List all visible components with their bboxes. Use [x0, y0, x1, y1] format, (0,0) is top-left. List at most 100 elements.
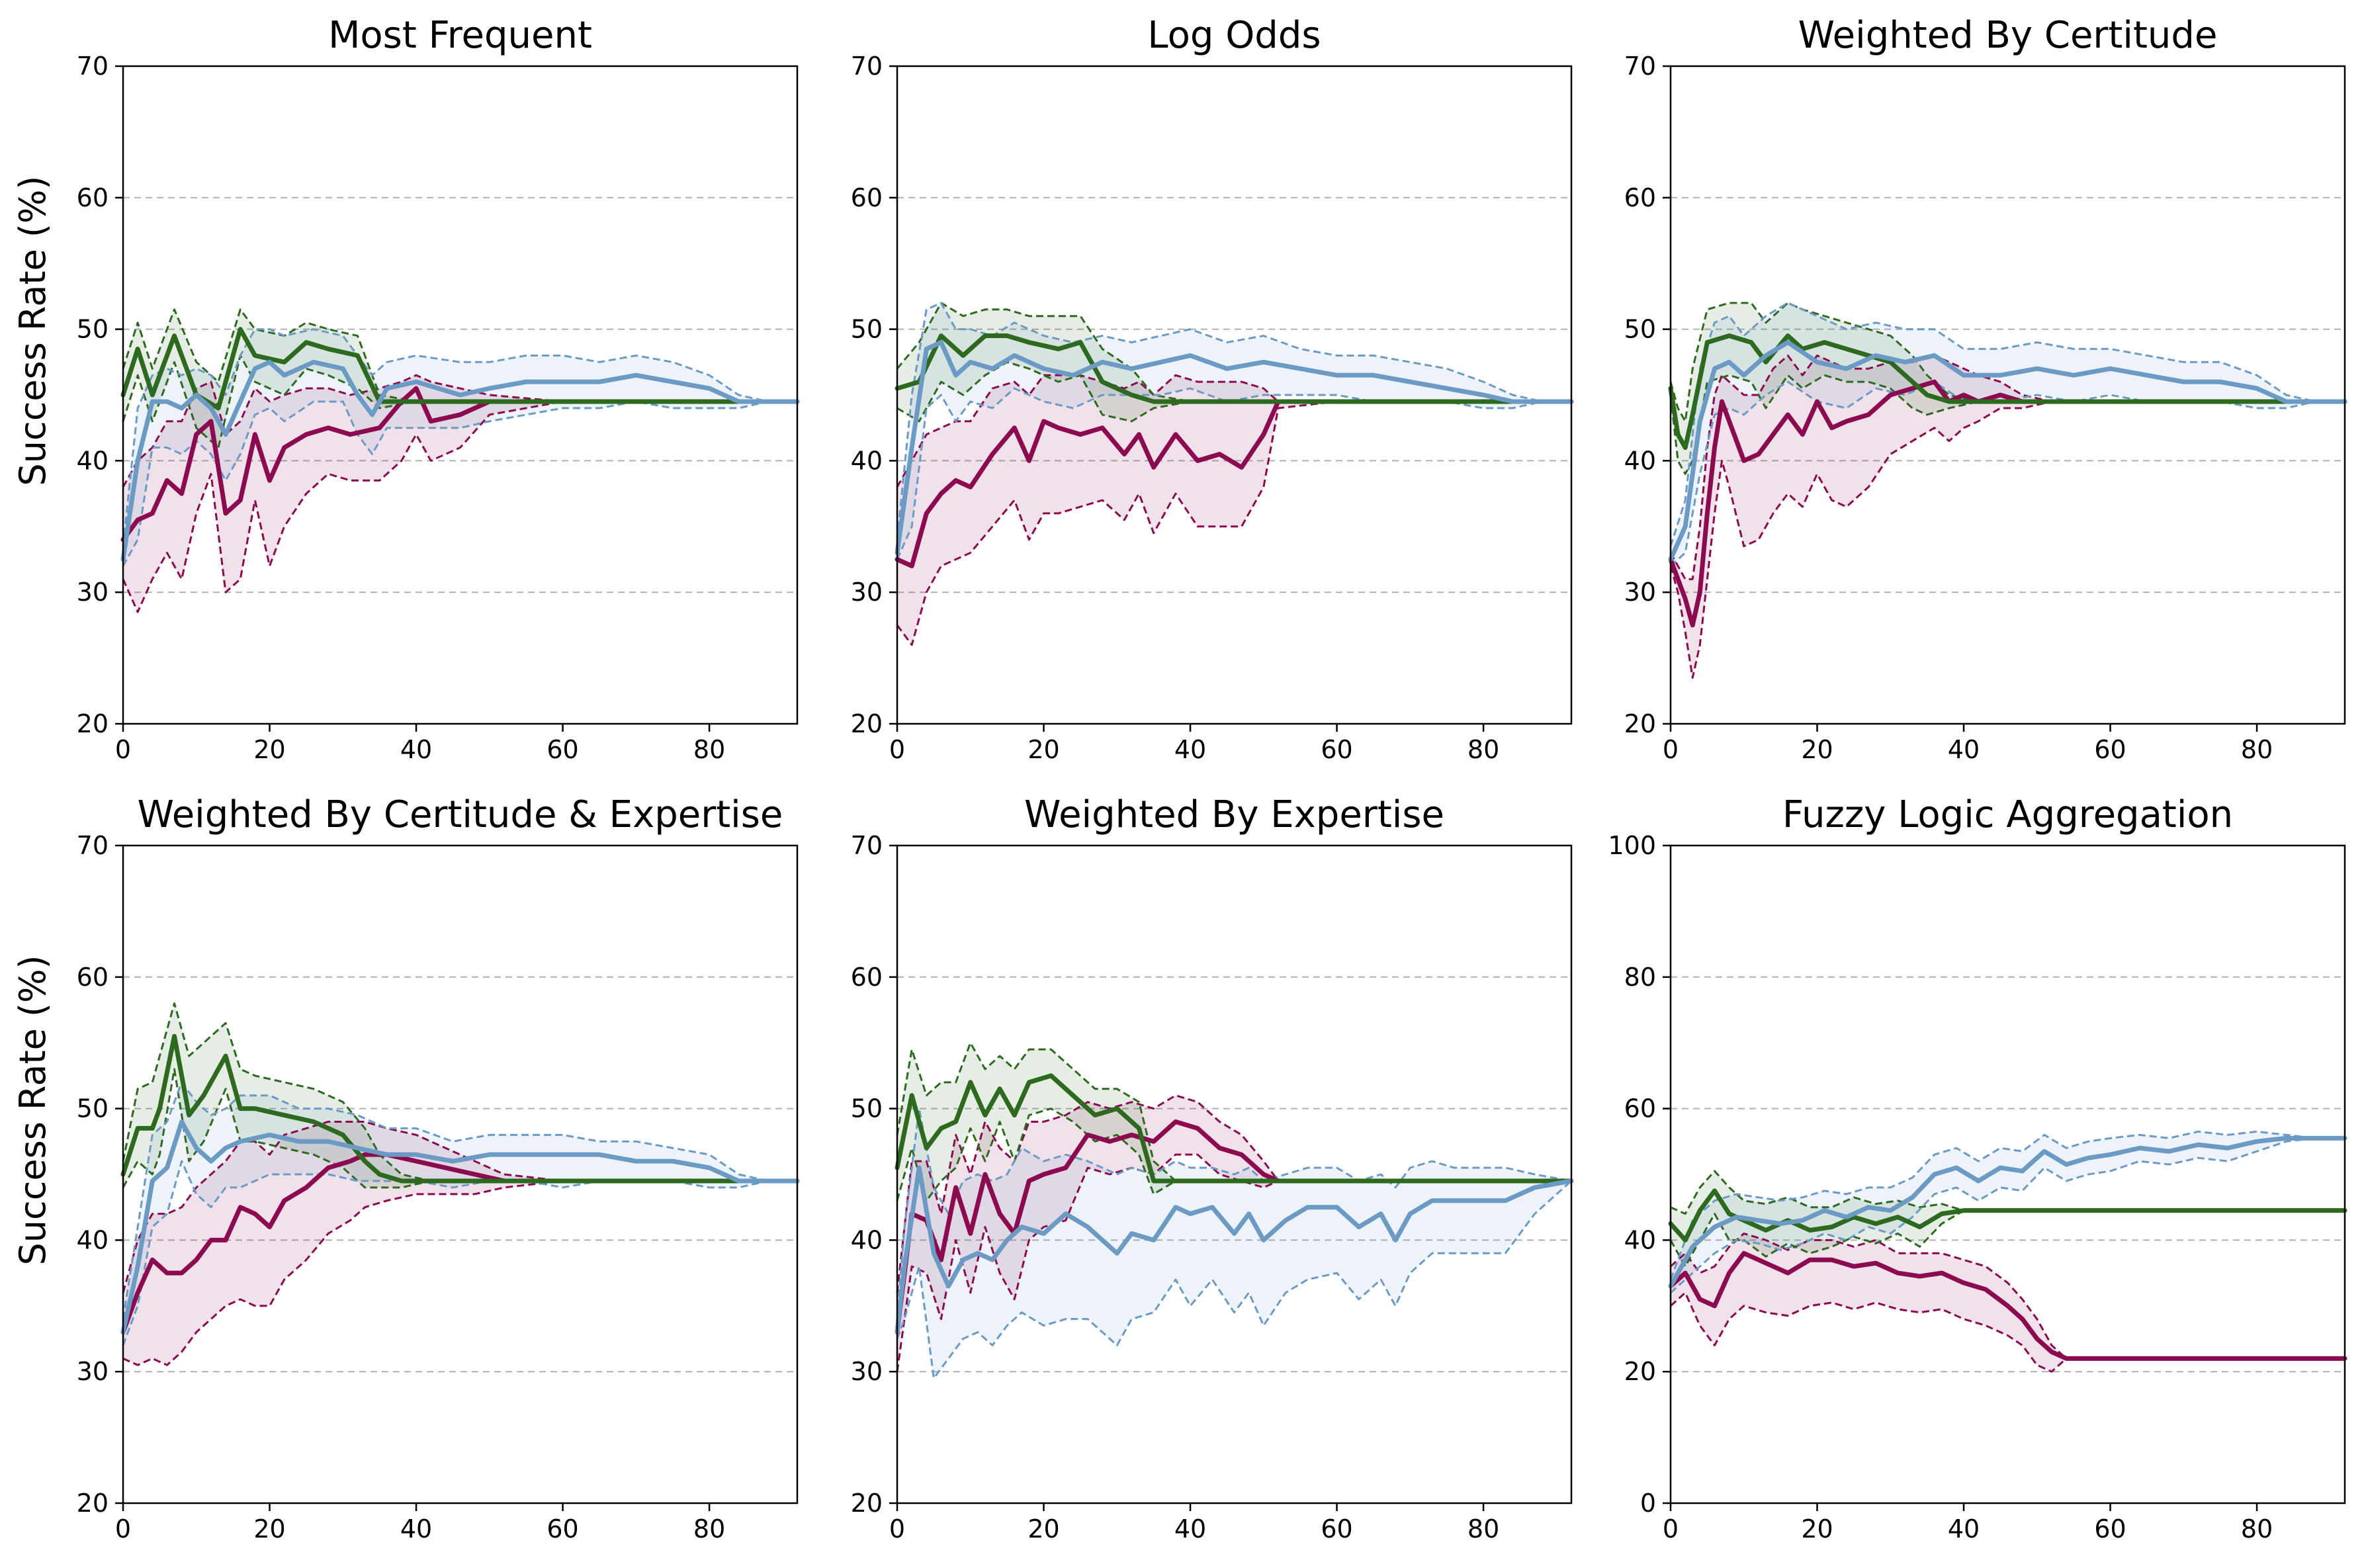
- x-tick-label: 80: [693, 735, 725, 764]
- y-axis-label-top-row: Success Rate (%): [12, 176, 54, 486]
- band-upper-crimson: [896, 374, 1571, 488]
- x-tick-label: 20: [1028, 735, 1059, 764]
- band-upper-green: [1669, 302, 2345, 423]
- series-line-blue: [895, 1165, 1574, 1335]
- chart-panel-6: 0 20 40 60 80 0 20 40 60 80 100 Fuzzy Logic Aggrega…: [1608, 793, 2347, 1544]
- x-tick-label: 80: [1467, 1514, 1499, 1544]
- series-line-green: [1668, 333, 2347, 451]
- x-tick-label: 0: [889, 1514, 905, 1544]
- y-tick-label: 70: [1624, 52, 1656, 81]
- series-line-crimson: [895, 1119, 1574, 1335]
- y-tick-label: 40: [851, 1225, 883, 1254]
- y-tick-label: 30: [851, 578, 883, 607]
- y-tick-label: 20: [1624, 709, 1656, 738]
- chart-title: Weighted By Certitude & Expertise: [138, 793, 783, 836]
- y-tick-label: 60: [1624, 183, 1656, 212]
- y-tick-label: 20: [77, 709, 109, 738]
- y-tick-label: 40: [1624, 1225, 1656, 1254]
- axes-frame: [1669, 65, 2346, 725]
- y-tick-label: 20: [77, 1489, 109, 1518]
- x-tick-label: 40: [1174, 735, 1206, 764]
- band-upper-green: [122, 308, 797, 403]
- confidence-band-crimson: [1671, 1233, 2345, 1372]
- y-tick-label: 30: [77, 578, 109, 607]
- band-lower-blue: [896, 1180, 1573, 1379]
- x-tick-label: 0: [115, 1514, 131, 1544]
- axes-frame: [122, 844, 799, 1504]
- series-line-crimson: [120, 1152, 800, 1335]
- chart-title: Weighted By Certitude: [1798, 14, 2218, 57]
- x-tick-label: 60: [1321, 735, 1352, 764]
- y-tick-label: 70: [851, 831, 883, 860]
- band-upper-crimson: [896, 1094, 1571, 1293]
- y-tick-label: 40: [851, 446, 883, 475]
- x-tick-label: 60: [2094, 1514, 2126, 1544]
- x-tick-label: 80: [2241, 735, 2273, 764]
- confidence-band-crimson: [897, 375, 1571, 645]
- band-lower-crimson: [122, 400, 797, 613]
- confidence-band-blue: [1671, 1131, 2345, 1293]
- x-tick-label: 40: [1174, 1514, 1206, 1544]
- x-tick-label: 60: [1321, 1514, 1352, 1544]
- y-tick-label: 80: [1624, 963, 1656, 992]
- x-tick-label: 0: [889, 735, 905, 764]
- y-tick-label: 30: [77, 1357, 109, 1386]
- x-tick-label: 40: [400, 1514, 432, 1544]
- confidence-band-crimson: [123, 1121, 797, 1366]
- axes-frame: [896, 844, 1573, 1504]
- confidence-band-blue: [123, 329, 797, 566]
- band-upper-green: [896, 1041, 1571, 1182]
- y-tick-label: 50: [77, 315, 109, 344]
- confidence-band-green: [897, 302, 1571, 421]
- y-tick-label: 40: [77, 446, 109, 475]
- band-lower-green: [1669, 1209, 2345, 1268]
- y-tick-label: 40: [1624, 446, 1656, 475]
- band-upper-crimson: [122, 1120, 797, 1293]
- band-upper-blue: [1669, 1130, 2345, 1280]
- series-line-blue: [895, 339, 1574, 556]
- x-tick-label: 20: [1801, 1514, 1833, 1544]
- band-upper-blue: [896, 1108, 1572, 1319]
- band-lower-green: [122, 1068, 797, 1189]
- confidence-band-blue: [897, 1108, 1571, 1379]
- series-line-crimson: [1668, 1250, 2347, 1361]
- band-lower-crimson: [1669, 1291, 2345, 1373]
- confidence-band-blue: [897, 302, 1571, 560]
- y-tick-label: 60: [77, 183, 109, 212]
- series-line-green: [1668, 1188, 2347, 1242]
- y-tick-label: 60: [77, 963, 109, 992]
- y-tick-label: 20: [1624, 1357, 1656, 1386]
- series-line-crimson: [120, 386, 800, 543]
- y-tick-label: 50: [77, 1094, 109, 1123]
- x-tick-label: 20: [253, 1514, 285, 1544]
- x-tick-label: 20: [253, 735, 285, 764]
- chart-title: Weighted By Expertise: [1024, 793, 1444, 836]
- confidence-band-crimson: [1671, 355, 2345, 678]
- series-line-green: [895, 333, 1574, 404]
- band-lower-crimson: [1669, 400, 2345, 679]
- y-tick-label: 70: [77, 52, 109, 81]
- y-tick-label: 20: [851, 709, 883, 738]
- series-line-green: [895, 1073, 1574, 1184]
- x-tick-label: 80: [2241, 1514, 2273, 1544]
- y-axis-label-bottom-row: Success Rate (%): [12, 955, 54, 1266]
- band-upper-green: [122, 1002, 797, 1182]
- chart-title: Most Frequent: [328, 14, 592, 57]
- series-line-blue: [120, 359, 800, 562]
- chart-title: Fuzzy Logic Aggregation: [1782, 793, 2233, 836]
- y-tick-label: 100: [1608, 831, 1656, 860]
- y-tick-label: 60: [851, 963, 883, 992]
- band-lower-crimson: [122, 1180, 797, 1366]
- y-tick-label: 50: [851, 315, 883, 344]
- y-tick-label: 70: [851, 52, 883, 81]
- band-upper-blue: [1669, 302, 2345, 547]
- x-tick-label: 60: [547, 735, 578, 764]
- y-tick-label: 60: [851, 183, 883, 212]
- series-line-green: [120, 327, 800, 411]
